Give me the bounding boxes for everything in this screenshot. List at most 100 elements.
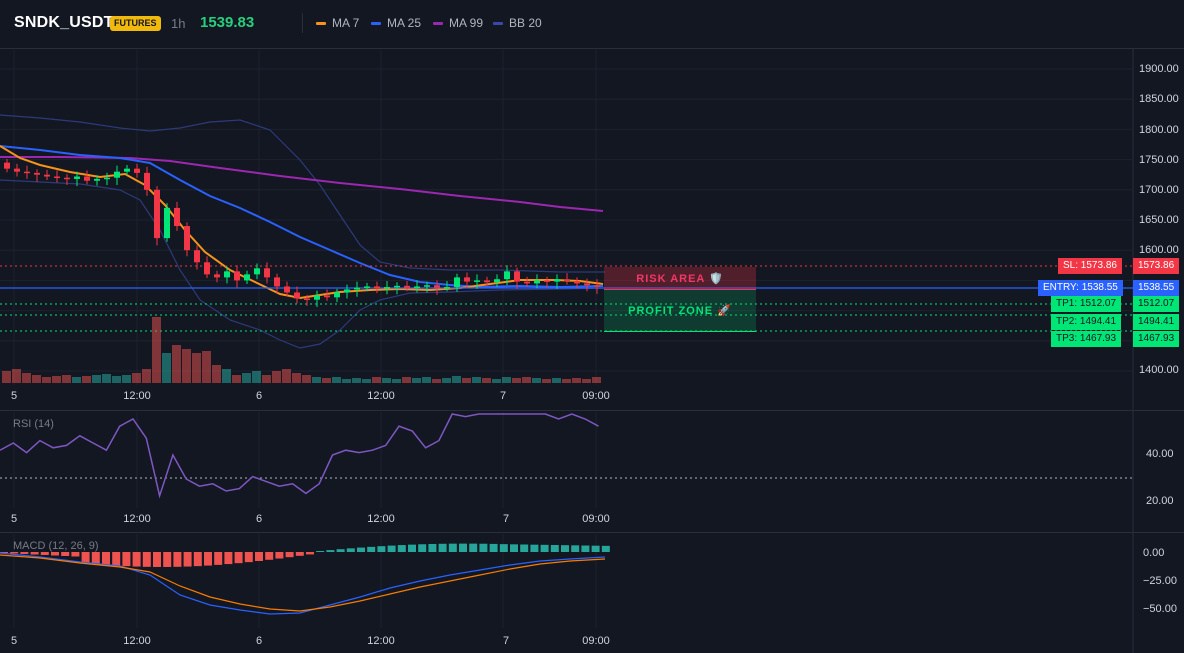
candle-down [374,286,380,289]
profit-zone: PROFIT ZONE 🚀 [604,290,756,332]
macd-histogram-bar [10,552,19,554]
time-axis-tick: 09:00 [582,513,610,525]
volume-bar [12,369,21,383]
macd-label[interactable]: MACD (12, 26, 9) [13,540,99,552]
candle-down [594,285,600,287]
candle-up [444,287,450,289]
volume-bar [372,377,381,383]
interval-selector[interactable]: 1h [171,16,186,31]
sl-tag-text: SL: 1573.86 [1063,260,1117,271]
price-axis-tick: 1700.00 [1139,184,1179,196]
macd-histogram-bar [142,552,151,567]
time-axis-tick: 12:00 [367,635,395,647]
time-axis-tick: 12:00 [123,390,151,402]
macd-histogram-bar [408,544,416,552]
ma25-swatch [371,21,381,25]
legend-bb20[interactable]: BB 20 [493,16,542,30]
tp2-axis-value: 1494.41 [1133,314,1180,330]
macd-axis-tick: 0.00 [1143,547,1165,559]
volume-bar [202,351,211,383]
time-axis-tick: 12:00 [123,513,151,525]
tp1-tag-text: TP1: 1512.07 [1056,298,1117,309]
volume-bar [332,377,341,383]
price-axis-tick: 1600.00 [1139,244,1179,256]
candle-down [404,285,410,288]
rsi-label[interactable]: RSI (14) [13,418,54,430]
macd-histogram-bar [387,545,396,552]
macd-histogram-bar [459,543,467,552]
volume-bar [522,377,531,383]
legend-ma7[interactable]: MA 7 [316,16,359,30]
candle-up [104,177,110,180]
volume-bar [442,378,451,383]
legend-ma99[interactable]: MA 99 [433,16,483,30]
profit-zone-label: PROFIT ZONE 🚀 [628,305,732,317]
volume-bar [532,378,541,383]
time-axis-tick: 09:00 [582,635,610,647]
candle-down [24,171,30,174]
volume-bar [512,378,521,383]
bb-upper-line [0,114,605,273]
rsi-line [0,413,599,499]
last-price: 1539.83 [200,14,255,31]
time-axis-tick: 7 [502,513,510,525]
candle-down [524,281,530,284]
volume-bar [542,379,551,383]
volume-bar [82,376,91,383]
rsi-pane-border [0,410,1184,411]
symbol-title[interactable]: SNDK_USDT [14,14,114,31]
candle-up [354,287,360,290]
volume-bar [272,371,281,383]
candle-up [94,178,100,181]
time-axis-tick: 12:00 [123,635,151,647]
time-axis-tick: 5 [10,513,18,525]
candle-down [324,295,330,298]
macd-histogram-bar [499,544,508,552]
candle-up [554,279,560,282]
macd-histogram-bar [163,552,172,567]
candle-down [464,277,470,282]
macd-histogram-bar [561,545,569,552]
tp3-axis-value: 1467.93 [1133,331,1180,347]
legend-ma25[interactable]: MA 25 [371,16,421,30]
risk-area-label: RISK AREA 🛡️ [636,272,724,285]
macd-histogram-bar [132,552,141,567]
candle-down [204,262,210,275]
ma99-line [0,156,604,212]
bb-lower-line [0,179,606,349]
price-axis-tick: 1800.00 [1139,124,1179,136]
candle-up [454,277,460,288]
candle-down [294,292,300,299]
macd-histogram-bar [367,546,376,552]
macd-histogram-bar [336,549,345,552]
macd-histogram-bar [265,552,274,560]
candle-down [544,280,550,282]
time-axis-tick: 12:00 [367,513,395,525]
candle-down [14,168,20,172]
volume-bar [552,378,561,383]
tp2-tag: TP2: 1494.41 [1051,314,1122,330]
candle-down [84,176,90,181]
macd-histogram-bar [530,544,539,552]
macd-pane-border [0,532,1184,533]
macd-histogram-bar [346,548,355,552]
price-axis-tick: 1650.00 [1139,214,1179,226]
volume-bar [402,377,411,383]
macd-histogram-bar [540,544,549,552]
volume-bar [72,377,81,383]
macd-axis-tick: −25.00 [1143,575,1177,587]
candle-down [214,274,220,278]
macd-histogram-bar [571,545,580,552]
candle-down [234,271,240,281]
header-bottom-border [0,48,1184,49]
macd-axis-tick: −50.00 [1143,603,1177,615]
macd-histogram-bar [601,545,610,552]
volume-bar [172,345,181,383]
market-type-badge: FUTURES [110,16,161,31]
macd-histogram-bar [397,545,406,552]
price-axis-tick: 1850.00 [1139,93,1179,105]
volume-bar [312,377,321,383]
macd-histogram-bar [153,552,161,567]
volume-bar [502,377,511,383]
